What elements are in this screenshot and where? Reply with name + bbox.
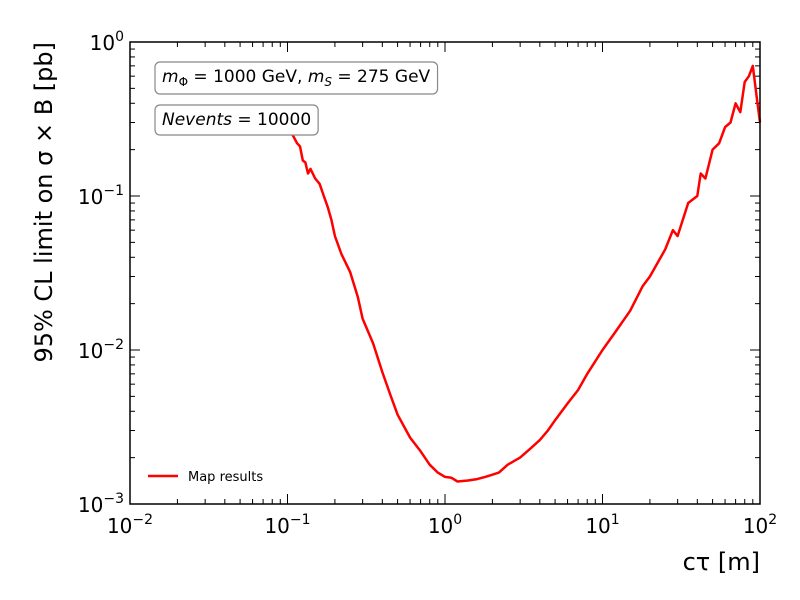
y-tick-label: 10−3: [78, 491, 124, 517]
y-tick-label: 10−2: [78, 337, 124, 363]
y-tick-label: 100: [90, 29, 124, 55]
plot-frame: [129, 41, 761, 505]
annotations: mΦ = 1000 GeV, mS = 275 GeV Nevents = 100…: [154, 61, 439, 136]
legend-label: Map results: [188, 470, 263, 485]
x-tick-label: 10−2: [107, 512, 153, 538]
x-tick-label: 100: [428, 512, 462, 538]
mass-box-text: mΦ = 1000 GeV, mS = 275 GeV: [162, 67, 431, 89]
nevents-box-text: Nevents = 10000: [162, 110, 311, 130]
x-axis-label: cτ [m]: [683, 548, 760, 576]
y-axis-label: 95% CL limit on σ × B [pb]: [30, 42, 58, 363]
nevents-box: Nevents = 10000: [154, 104, 319, 136]
series-layer: [286, 64, 762, 483]
series-line: [286, 64, 762, 483]
nevents-box-frame: [154, 104, 319, 136]
x-tick-label: 101: [585, 512, 619, 538]
legend: Map results: [148, 470, 263, 485]
y-tick-label: 10−1: [78, 183, 124, 209]
x-tick-label: 10−1: [264, 512, 310, 538]
mass-box-frame: [154, 61, 439, 95]
x-tick-label: 102: [743, 512, 777, 538]
mass-box: mΦ = 1000 GeV, mS = 275 GeV: [154, 61, 439, 95]
